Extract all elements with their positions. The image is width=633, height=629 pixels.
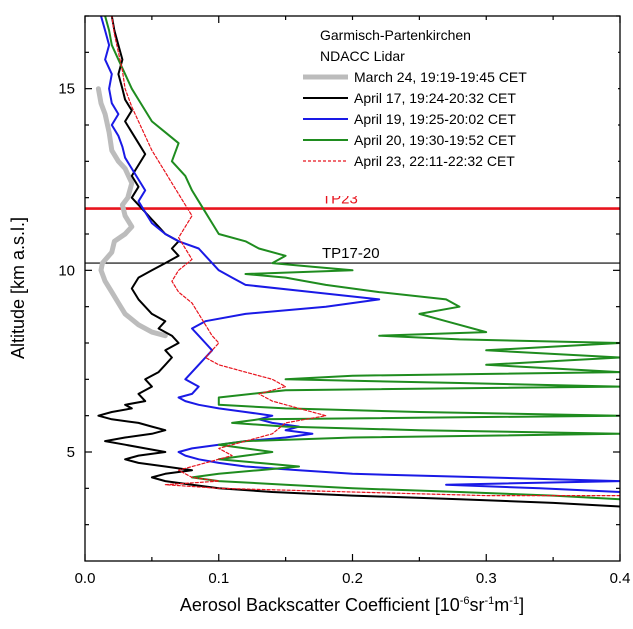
axis-tick-labels: 0.0 0.1 0.2 0.3 0.4 5 10 15 <box>58 81 630 587</box>
series-line-5 <box>111 16 620 497</box>
legend-header-line-2: NDACC Lidar <box>320 48 405 64</box>
y-tick-label: 15 <box>58 81 75 98</box>
x-tick-label: 0.1 <box>208 570 229 587</box>
series-lines <box>95 16 620 508</box>
series-line-1 <box>95 86 168 339</box>
y-tick-label: 10 <box>58 262 75 279</box>
legend-label-1: March 24, 19:19-19:45 CET <box>354 69 527 85</box>
x-tick-label: 0.2 <box>342 570 363 587</box>
series-line-4 <box>104 16 620 501</box>
x-axis-title: Aerosol Backscatter Coefficient [10-6sr-… <box>180 595 524 615</box>
legend-label-3: April 19, 19:25-20:02 CET <box>354 111 516 127</box>
axis-ticks <box>84 15 621 561</box>
legend-label-4: April 20, 19:30-19:52 CET <box>354 132 516 148</box>
legend-background <box>300 20 618 196</box>
legend: Garmisch-Partenkirchen NDACC Lidar March… <box>300 20 618 196</box>
legend-label-5: April 23, 22:11-22:32 CET <box>354 153 515 169</box>
hline-label-tp17-20: TP17-20 <box>322 245 380 262</box>
x-tick-label: 0.0 <box>75 570 96 587</box>
legend-label-2: April 17, 19:24-20:32 CET <box>354 90 516 106</box>
x-tick-label: 0.4 <box>610 570 631 587</box>
y-axis-title: Altitude [km a.s.l.] <box>8 217 28 359</box>
tropopause-lines <box>85 207 620 264</box>
series-line-2 <box>97 16 620 508</box>
y-tick-label: 5 <box>67 444 75 461</box>
legend-header-line-1: Garmisch-Partenkirchen <box>320 27 471 43</box>
x-tick-label: 0.3 <box>476 570 497 587</box>
legend-entries: March 24, 19:19-19:45 CET April 17, 19:24… <box>303 69 527 169</box>
series-line-3 <box>100 16 620 493</box>
